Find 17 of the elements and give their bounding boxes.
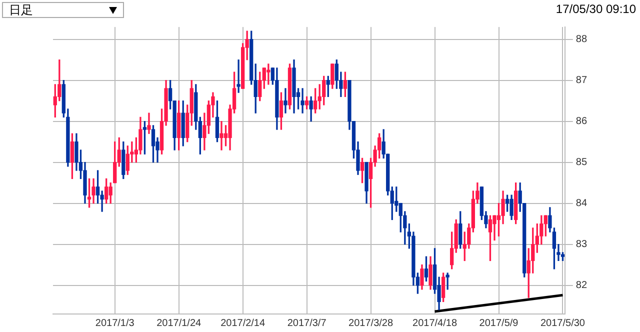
x-tick-label: 2017/4/18 bbox=[412, 318, 458, 329]
x-tick-label: 2017/5/30 bbox=[540, 318, 586, 329]
y-tick-label: 86 bbox=[576, 116, 588, 128]
y-tick-label: 83 bbox=[576, 239, 588, 250]
x-tick-label: 2017/1/24 bbox=[156, 318, 202, 329]
dropdown: 日足 bbox=[2, 2, 124, 18]
y-tick-label: 82 bbox=[576, 280, 588, 292]
y-tick-label: 84 bbox=[576, 198, 588, 210]
y-tick-label: 87 bbox=[576, 75, 588, 86]
y-tick-label: 85 bbox=[576, 157, 588, 168]
y-tick-label: 88 bbox=[576, 34, 588, 46]
x-tick-label: 2017/2/14 bbox=[220, 318, 266, 329]
x-tick-label: 2017/3/7 bbox=[287, 318, 327, 329]
text: 17/05/30 09:10 bbox=[556, 2, 636, 16]
x-tick-label: 2017/5/9 bbox=[479, 318, 519, 329]
x-tick-label: 2017/3/28 bbox=[348, 318, 394, 329]
x-tick-label: 2017/1/3 bbox=[95, 318, 135, 329]
